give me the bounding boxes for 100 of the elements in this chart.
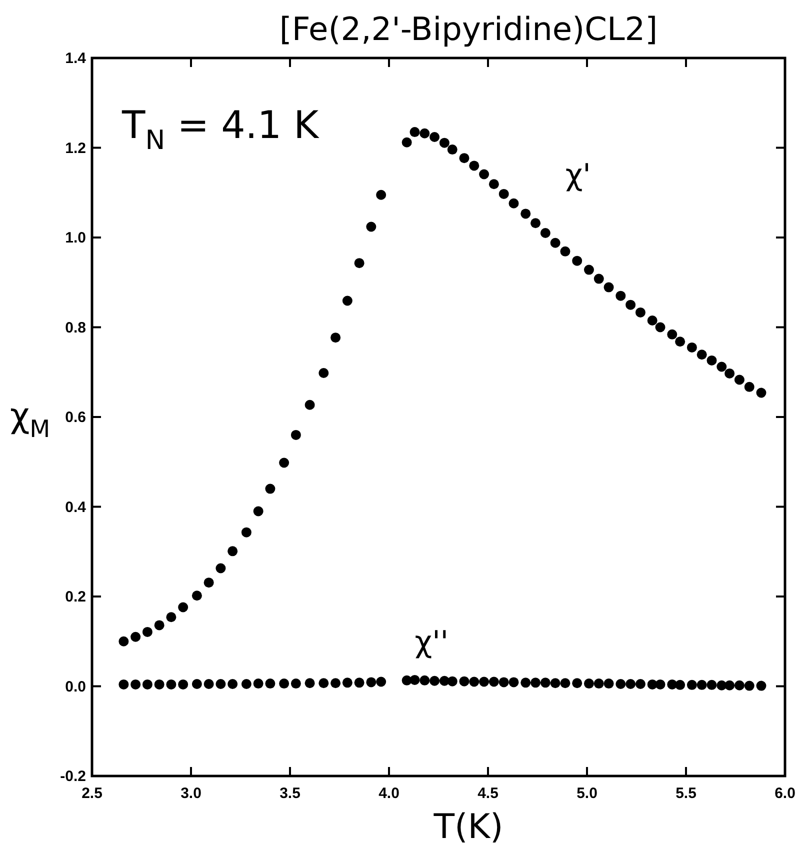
- point: [354, 258, 364, 268]
- point: [655, 322, 666, 332]
- point: [716, 362, 727, 372]
- point: [655, 679, 666, 690]
- point: [376, 676, 386, 687]
- point: [584, 264, 594, 275]
- point: [290, 430, 301, 440]
- point: [279, 678, 290, 689]
- point: [166, 612, 176, 622]
- point: [253, 678, 264, 689]
- point: [216, 563, 226, 574]
- y-axis-title: χ$_{M}$: [10, 396, 50, 443]
- point: [366, 677, 376, 688]
- point: [304, 678, 315, 688]
- point: [584, 678, 594, 689]
- chart-title: [Fe(2,2'-Bipyridine)CL2]: [279, 10, 658, 48]
- point: [724, 368, 735, 378]
- point: [675, 336, 686, 347]
- point: [744, 382, 754, 392]
- point: [118, 679, 129, 690]
- point: [604, 678, 614, 689]
- point: [647, 316, 658, 326]
- point: [459, 676, 470, 686]
- point: [178, 602, 188, 612]
- point: [216, 679, 226, 690]
- point: [330, 678, 341, 688]
- point: [420, 128, 430, 138]
- point: [756, 680, 766, 691]
- x-tick-label: 3.5: [280, 785, 300, 802]
- point: [706, 680, 717, 690]
- point: [154, 679, 164, 690]
- x-tick-label: 2.5: [82, 785, 102, 802]
- point: [366, 222, 376, 232]
- point: [550, 238, 560, 248]
- point: [228, 679, 238, 690]
- point: [376, 190, 386, 200]
- series-label: χ'': [414, 624, 449, 660]
- point: [279, 458, 290, 468]
- point: [616, 679, 626, 690]
- point: [469, 160, 480, 171]
- point: [488, 179, 499, 190]
- point: [430, 132, 440, 142]
- point: [204, 578, 214, 588]
- x-tick-label: 4.5: [478, 785, 498, 802]
- x-tick-label: 4.0: [378, 785, 400, 802]
- point: [594, 274, 604, 284]
- point: [402, 137, 412, 148]
- point: [560, 678, 570, 688]
- point: [530, 678, 541, 688]
- x-tick-label: 5.0: [576, 785, 598, 802]
- point: [118, 636, 129, 646]
- point: [354, 678, 364, 688]
- point: [572, 678, 582, 688]
- point: [724, 680, 735, 690]
- point: [130, 632, 141, 642]
- point: [253, 506, 264, 516]
- point: [459, 153, 470, 164]
- point: [192, 679, 202, 690]
- point: [241, 527, 252, 538]
- point: [420, 675, 430, 686]
- point: [540, 228, 550, 238]
- point: [265, 678, 276, 689]
- point: [154, 620, 164, 630]
- point: [626, 300, 636, 310]
- point: [550, 678, 560, 688]
- point: [142, 679, 152, 690]
- point: [228, 546, 238, 556]
- x-axis-title: T(K): [432, 807, 504, 847]
- point: [342, 678, 352, 688]
- point: [410, 674, 420, 685]
- x-tick-label: 5.5: [676, 785, 696, 802]
- y-tick-label: 1.0: [65, 230, 86, 246]
- annotation: T$_{N}$ = 4.1 K: [121, 103, 320, 156]
- point: [635, 307, 646, 318]
- point: [540, 678, 550, 688]
- point: [241, 679, 252, 690]
- point: [756, 388, 766, 398]
- point: [192, 590, 202, 601]
- point: [166, 679, 176, 690]
- point: [508, 198, 519, 208]
- x-tick-label: 3.0: [180, 785, 202, 802]
- point: [667, 329, 678, 340]
- point: [469, 676, 480, 687]
- y-tick-label: 1.2: [65, 140, 86, 157]
- point: [304, 400, 315, 410]
- point: [204, 679, 214, 690]
- point: [410, 127, 420, 138]
- y-tick-label: 1.4: [65, 50, 87, 67]
- point: [142, 626, 152, 637]
- point: [439, 138, 450, 148]
- point: [530, 218, 541, 228]
- y-tick-label: -0.2: [60, 768, 86, 785]
- point: [430, 676, 440, 686]
- point: [734, 680, 744, 690]
- point: [675, 680, 686, 690]
- point: [734, 374, 744, 385]
- point: [498, 677, 509, 688]
- point: [696, 680, 707, 690]
- point: [318, 368, 329, 378]
- point: [520, 678, 531, 688]
